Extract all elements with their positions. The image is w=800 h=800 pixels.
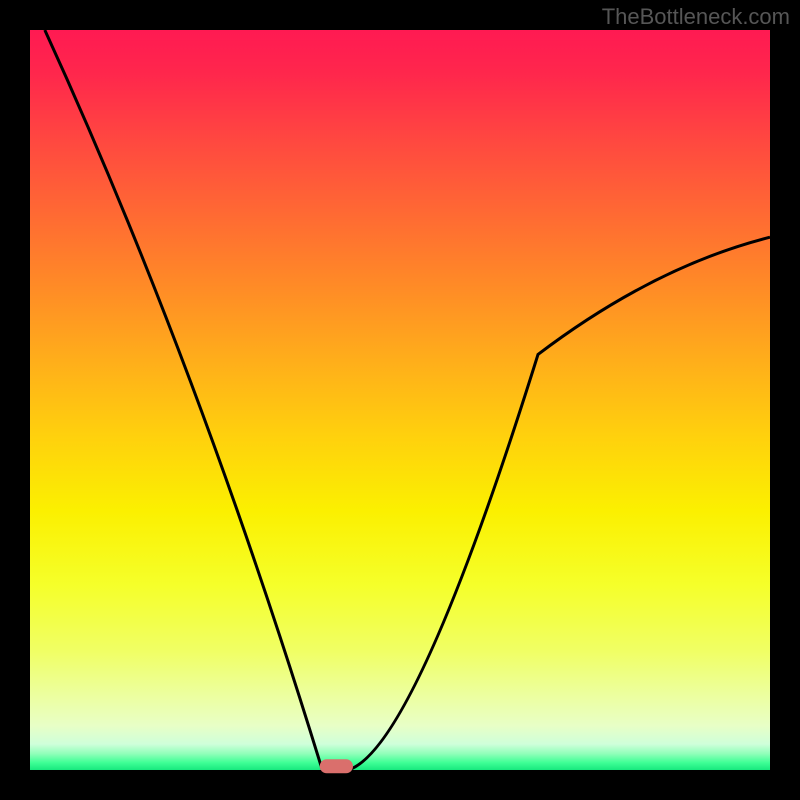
chart-container: TheBottleneck.com xyxy=(0,0,800,800)
watermark-text: TheBottleneck.com xyxy=(602,4,790,30)
bottleneck-curve-chart xyxy=(0,0,800,800)
